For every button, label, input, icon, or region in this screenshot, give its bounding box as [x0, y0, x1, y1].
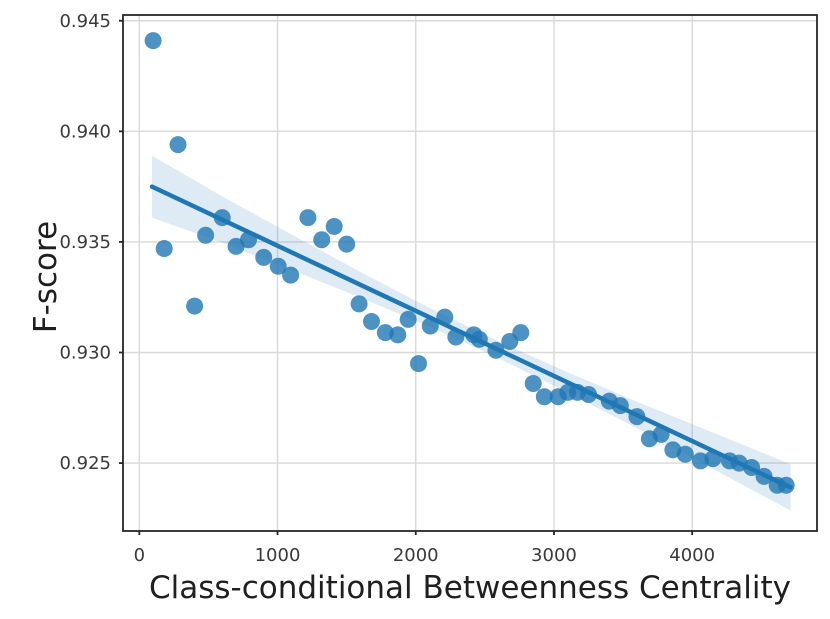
y-tick-label: 0.925 — [59, 453, 111, 474]
data-point — [652, 425, 670, 443]
data-point — [535, 388, 553, 406]
y-tick-label: 0.940 — [59, 121, 111, 142]
data-point — [313, 231, 331, 249]
x-tick-label: 1000 — [255, 545, 301, 566]
data-point — [487, 341, 505, 359]
data-point — [421, 317, 439, 335]
data-point — [628, 408, 646, 426]
data-point — [389, 326, 407, 344]
data-point — [299, 209, 317, 227]
y-tick-label: 0.935 — [59, 232, 111, 253]
data-point — [350, 295, 368, 313]
data-point — [363, 313, 381, 331]
y-axis-label: F-score — [28, 220, 64, 334]
data-point — [338, 235, 356, 253]
data-point — [743, 459, 761, 477]
data-point — [255, 248, 273, 266]
data-point — [213, 209, 231, 227]
data-point — [580, 386, 598, 404]
data-point — [704, 450, 722, 468]
data-point — [325, 217, 343, 235]
data-point — [155, 240, 173, 258]
x-tick-label: 3000 — [531, 545, 577, 566]
data-point — [240, 231, 258, 249]
data-point — [470, 330, 488, 348]
data-point — [197, 226, 215, 244]
data-point — [611, 397, 629, 415]
data-point — [777, 476, 795, 494]
data-point — [676, 445, 694, 463]
data-point — [144, 32, 162, 50]
x-tick-label: 0 — [134, 545, 145, 566]
data-point — [186, 297, 204, 315]
plot-border — [122, 14, 818, 532]
data-point — [524, 374, 542, 392]
data-point — [755, 467, 773, 485]
data-point — [399, 310, 417, 328]
data-point — [447, 328, 465, 346]
data-point — [269, 257, 287, 275]
data-point — [169, 136, 187, 154]
x-tick-label: 2000 — [393, 545, 439, 566]
x-tick-label: 4000 — [669, 545, 715, 566]
data-point — [410, 355, 428, 373]
x-axis-label: Class-conditional Betweenness Centrality — [148, 570, 792, 606]
y-tick-label: 0.930 — [59, 343, 111, 364]
data-point — [282, 266, 300, 284]
y-tick-label: 0.945 — [59, 11, 111, 32]
data-point — [512, 324, 530, 342]
data-point — [227, 237, 245, 255]
data-point — [436, 308, 454, 326]
